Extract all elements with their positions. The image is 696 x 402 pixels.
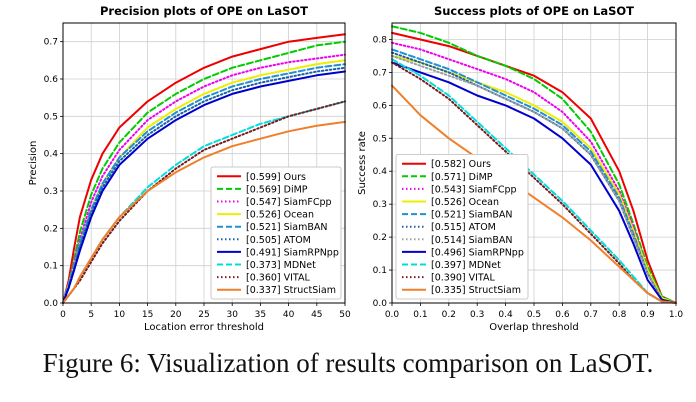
y-tick-label: 0.6 [44,75,59,85]
legend-entry: [0.360] VITAL [246,273,310,284]
x-tick-label: 10 [114,310,126,320]
legend-entry: [0.547] SiamFCpp [246,197,332,208]
x-tick-label: 50 [339,310,351,320]
y-tick-label: 0.5 [373,134,387,144]
x-tick-label: 40 [283,310,295,320]
legend-entry: [0.543] SiamFCpp [431,184,517,195]
x-tick-label: 35 [255,310,266,320]
series-line-8 [391,61,677,304]
x-tick-label: 0.6 [555,310,570,320]
legend-entry: [0.505] ATOM [246,235,311,246]
y-tick-label: 0.2 [373,233,387,243]
legend-entry: [0.569] DiMP [246,184,308,195]
chart-title: Success plots of OPE on LaSOT [434,4,634,18]
legend-entry: [0.526] Ocean [246,210,314,221]
y-tick-label: 0.1 [373,266,387,276]
series-line-2 [62,40,346,304]
legend-entry: [0.515] ATOM [431,222,496,233]
legend: [0.582] Ours [0.571] DiMP[0.543] SiamFCpp… [395,153,529,300]
x-tick-label: 0.8 [612,310,627,320]
legend-entry: [0.335] StructSiam [431,285,521,296]
x-tick-label: 0.2 [442,310,456,320]
y-tick-label: 0.8 [373,35,388,45]
x-axis-label: Location error threshold [144,322,264,333]
x-tick-label: 0.1 [413,310,427,320]
legend-entry: [0.521] SiamBAN [246,222,328,233]
series-line-11 [391,84,677,304]
x-tick-label: 45 [311,310,322,320]
figure-caption: Figure 6: Visualization of results compa… [42,348,654,378]
legend-entry: [0.521] SiamBAN [431,210,513,221]
y-tick-label: 0.4 [373,167,388,177]
legend-entry: [0.496] SiamRPNpp [431,247,524,258]
x-tick-label: 0.3 [470,310,484,320]
legend-entry: [0.599] Ours [246,172,306,183]
chart-1: 0 5 10 15 20 25 30 35 40 45 50 0.0 0.1 0.2 0.3 0.4 0.5 0.… [28,4,351,333]
x-tick-label: 30 [226,310,238,320]
x-tick-label: 1.0 [669,310,684,320]
y-tick-label: 0.4 [44,150,59,160]
x-tick-label: 15 [142,310,153,320]
x-tick-label: 0.9 [640,310,655,320]
legend-entry: [0.373] MDNet [246,260,316,271]
series-line-10 [62,120,346,304]
chart-2: 0.0 0.1 0.2 0.3 0.4 0.5 0.6 0.7 0.8 0.9 1.0 0.0 0.1 0… [357,4,683,333]
legend-entry: [0.571] DiMP [431,172,493,183]
y-tick-label: 0.1 [44,262,58,272]
x-tick-label: 0 [60,310,66,320]
legend-entry: [0.397] MDNet [431,260,501,271]
x-axis-label: Overlap threshold [489,322,579,333]
series-line-5 [62,63,346,304]
y-tick-label: 0.2 [44,224,58,234]
figure-charts: 0 5 10 15 20 25 30 35 40 45 500.00.10.20.30.40.50.… [28,4,683,333]
legend-entry: [0.582] Ours [431,159,491,170]
x-tick-label: 0.7 [584,310,598,320]
x-tick-label: 0.4 [498,310,513,320]
series-line-7 [62,70,346,304]
x-tick-label: 20 [170,310,182,320]
y-axis-label: Precision [28,141,39,186]
y-tick-label: 0.3 [373,200,387,210]
legend-entry: [0.491] SiamRPNpp [246,247,339,258]
y-tick-label: 0.6 [373,101,388,111]
legend-entry: [0.337] StructSiam [246,285,336,296]
legend: [0.599] Ours[0.569] DiMP [0.547] SiamFCpp… [210,166,342,300]
x-tick-label: 25 [198,310,209,320]
y-axis-label: Success rate [357,131,368,195]
y-tick-label: 0.0 [373,299,388,309]
y-tick-label: 0.7 [373,68,387,78]
x-tick-label: 5 [88,310,94,320]
legend-box [210,166,342,300]
legend-box [395,153,529,300]
series-line-1 [62,33,346,304]
series-line-7 [391,54,677,304]
legend-entry: [0.514] SiamBAN [431,235,513,246]
legend-entry: [0.526] Ocean [431,197,499,208]
series-line-1 [391,31,677,304]
y-tick-label: 0.3 [44,187,58,197]
y-tick-label: 0.7 [44,38,58,48]
x-tick-label: 0.0 [385,310,400,320]
series-line-2 [391,25,677,304]
y-tick-label: 0.5 [44,112,58,122]
chart-title: Precision plots of OPE on LaSOT [100,4,308,18]
y-tick-label: 0.0 [44,299,59,309]
x-tick-label: 0.5 [527,310,541,320]
legend-entry: [0.390] VITAL [431,273,495,284]
